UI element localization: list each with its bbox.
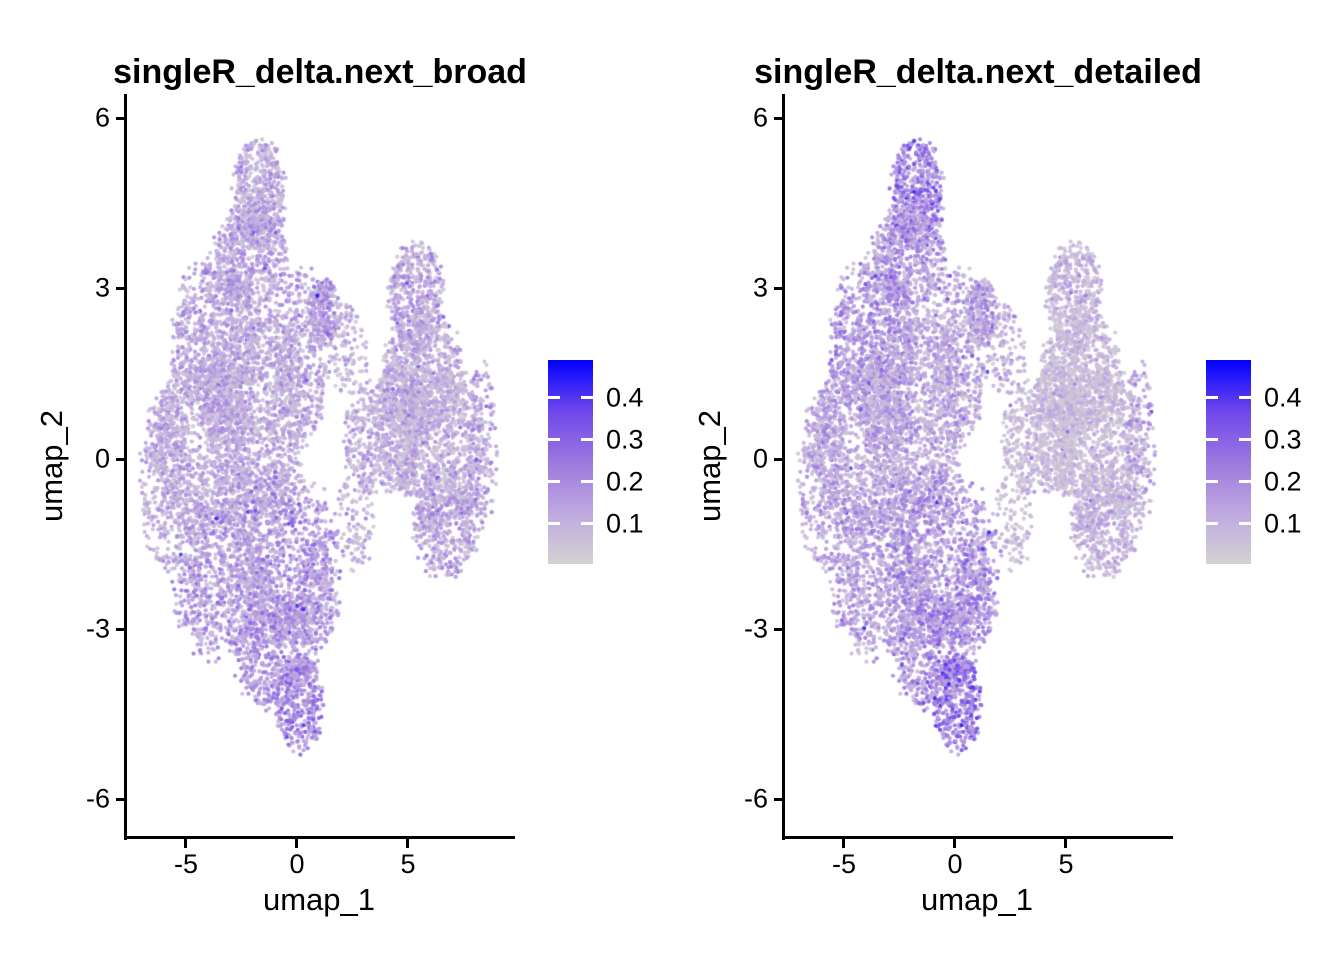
panel-broad: singleR_delta.next_broad umap_2 6 3 0 -3… bbox=[34, 53, 644, 917]
y-tick-mark bbox=[116, 798, 125, 801]
x-tick-label: -5 bbox=[831, 849, 856, 879]
x-tick-mark bbox=[953, 839, 956, 848]
y-tick-mark bbox=[774, 117, 783, 120]
y-tick-label: -6 bbox=[85, 783, 110, 814]
y-tick-label: -3 bbox=[743, 613, 768, 644]
colorbar-tick bbox=[1206, 396, 1218, 399]
y-tick-label: 3 bbox=[752, 272, 768, 303]
x-axis-line bbox=[782, 836, 1173, 839]
y-tick-mark bbox=[116, 458, 125, 461]
colorbar-label: 0.4 bbox=[1264, 382, 1302, 413]
plot-title-broad: singleR_delta.next_broad bbox=[113, 53, 527, 92]
panel-detailed: singleR_delta.next_detailed umap_2 6 3 0… bbox=[658, 0, 1344, 960]
y-tick-mark bbox=[116, 287, 125, 290]
colorbar-tick bbox=[548, 522, 560, 525]
colorbar-gradient bbox=[548, 360, 593, 564]
colorbar-tick bbox=[581, 480, 593, 483]
umap-scatter-canvas bbox=[785, 95, 1171, 836]
colorbar-tick bbox=[1239, 438, 1251, 441]
colorbar-tick bbox=[1206, 438, 1218, 441]
x-axis-title: umap_1 bbox=[262, 882, 376, 917]
colorbar-tick bbox=[1206, 480, 1218, 483]
plot-title-detailed: singleR_delta.next_detailed bbox=[754, 53, 1202, 92]
y-tick-mark bbox=[774, 628, 783, 631]
y-tick-label: 6 bbox=[94, 102, 110, 133]
colorbar-tick bbox=[581, 522, 593, 525]
colorbar-gradient bbox=[1206, 360, 1251, 564]
x-tick-label: 0 bbox=[289, 849, 305, 879]
x-tick-mark bbox=[295, 839, 298, 848]
colorbar-tick bbox=[581, 438, 593, 441]
colorbar-label: 0.2 bbox=[1264, 466, 1302, 497]
x-tick-label: 0 bbox=[947, 849, 963, 879]
colorbar-tick bbox=[581, 396, 593, 399]
colorbar-tick bbox=[1239, 396, 1251, 399]
y-tick-label: -3 bbox=[85, 613, 110, 644]
colorbar-tick bbox=[548, 396, 560, 399]
y-tick-mark bbox=[774, 798, 783, 801]
y-tick-label: 3 bbox=[94, 272, 110, 303]
y-tick-mark bbox=[116, 628, 125, 631]
colorbar-tick bbox=[1206, 522, 1218, 525]
colorbar-tick bbox=[1239, 522, 1251, 525]
x-tick-mark bbox=[842, 839, 845, 848]
y-tick-mark bbox=[774, 458, 783, 461]
x-tick-label: 5 bbox=[400, 849, 416, 879]
y-tick-mark bbox=[774, 287, 783, 290]
y-tick-label: 6 bbox=[752, 102, 768, 133]
x-tick-mark bbox=[406, 839, 409, 848]
x-tick-label: 5 bbox=[1058, 849, 1074, 879]
y-tick-label: -6 bbox=[743, 783, 768, 814]
colorbar-label: 0.2 bbox=[606, 466, 644, 497]
colorbar-label: 0.1 bbox=[606, 508, 644, 539]
umap-scatter-canvas bbox=[127, 95, 513, 836]
x-axis-line bbox=[124, 836, 515, 839]
colorbar-tick bbox=[1239, 480, 1251, 483]
y-tick-mark bbox=[116, 117, 125, 120]
colorbar-label: 0.3 bbox=[1264, 424, 1302, 455]
x-tick-label: -5 bbox=[173, 849, 198, 879]
colorbar-label: 0.4 bbox=[606, 382, 644, 413]
x-tick-mark bbox=[184, 839, 187, 848]
y-axis-line bbox=[782, 94, 785, 840]
colorbar-tick bbox=[548, 438, 560, 441]
y-axis-line bbox=[124, 94, 127, 840]
colorbar-label: 0.3 bbox=[606, 424, 644, 455]
y-tick-label: 0 bbox=[752, 443, 768, 474]
x-tick-mark bbox=[1064, 839, 1067, 848]
colorbar-tick bbox=[548, 480, 560, 483]
colorbar-label: 0.1 bbox=[1264, 508, 1302, 539]
y-tick-label: 0 bbox=[94, 443, 110, 474]
x-axis-title: umap_1 bbox=[920, 882, 1034, 917]
